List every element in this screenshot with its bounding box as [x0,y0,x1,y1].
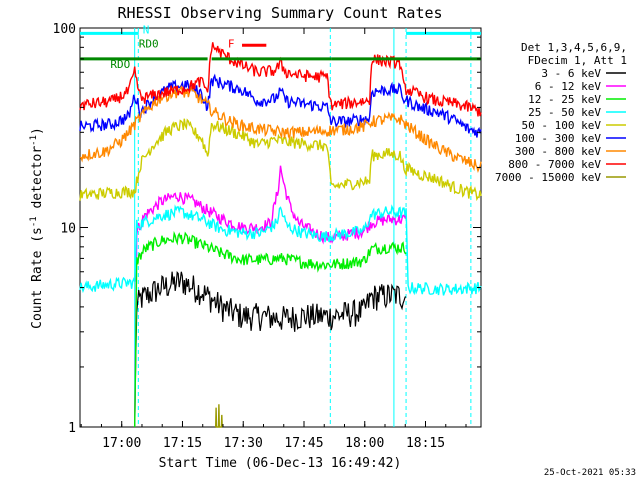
series-lines [79,42,482,428]
x-tick-label-2: 17:30 [224,436,263,451]
legend: Det 1,3,4,5,6,9,FDecim 1, Att 13 - 6 keV… [495,41,627,184]
legend-entry-3: 25 - 50 keV [528,106,601,119]
series-line-2 [134,230,407,428]
y-tick-label-0: 100 [53,22,76,37]
y-tick-label-1: 10 [60,222,76,237]
series-line-8 [215,404,223,428]
legend-entry-4: 50 - 100 keV [522,119,602,132]
x-tick-label-5: 18:15 [406,436,445,451]
x-tick-label-0: 17:00 [102,436,141,451]
x-tick-label-3: 17:45 [284,436,323,451]
y-axis-label-sup: -1 [29,216,39,227]
legend-entry-7: 800 - 7000 keV [508,158,601,171]
state-label-3: F [228,37,235,50]
state-label-1: RD0 [139,37,159,50]
timestamp: 25-Oct-2021 05:33 [544,468,636,478]
series-line-7 [79,42,482,117]
legend-entry-6: 300 - 800 keV [515,145,601,158]
legend-entry-8: 7000 - 15000 keV [495,171,601,184]
state-label-2: RDO [110,58,130,71]
y-axis-label-sup2: -1 [29,135,39,146]
series-line-0 [134,270,407,428]
series-line-4 [79,118,482,202]
x-tick-label-4: 18:00 [345,436,384,451]
series-line-1 [134,165,407,428]
series-line-6 [79,85,482,173]
legend-entry-1: 6 - 12 keV [535,80,602,93]
legend-header-1: FDecim 1, Att 1 [528,54,627,67]
chart-title: RHESSI Observing Summary Count Rates [117,4,442,22]
state-label-0: N [143,23,150,36]
y-axis-label: Count Rate (s-1 detector-1) [29,127,45,329]
legend-entry-5: 100 - 300 keV [515,132,601,145]
axis-ticks: 17:00 17:15 17:30 17:45 18:00 18:15 100 10 1 [53,22,481,451]
y-axis-label-tail: detector [30,146,45,217]
series-line-5 [79,73,482,138]
y-axis-label-end: ) [30,127,45,135]
legend-header-0: Det 1,3,4,5,6,9, [521,41,627,54]
y-tick-label-2: 1 [68,421,76,436]
legend-entry-2: 12 - 25 keV [528,93,601,106]
series-line-3 [79,204,482,296]
legend-entry-0: 3 - 6 keV [541,67,601,80]
x-tick-label-1: 17:15 [163,436,202,451]
x-axis-label: Start Time (06-Dec-13 16:49:42) [159,456,402,471]
y-axis-label-main: Count Rate (s [30,227,45,329]
